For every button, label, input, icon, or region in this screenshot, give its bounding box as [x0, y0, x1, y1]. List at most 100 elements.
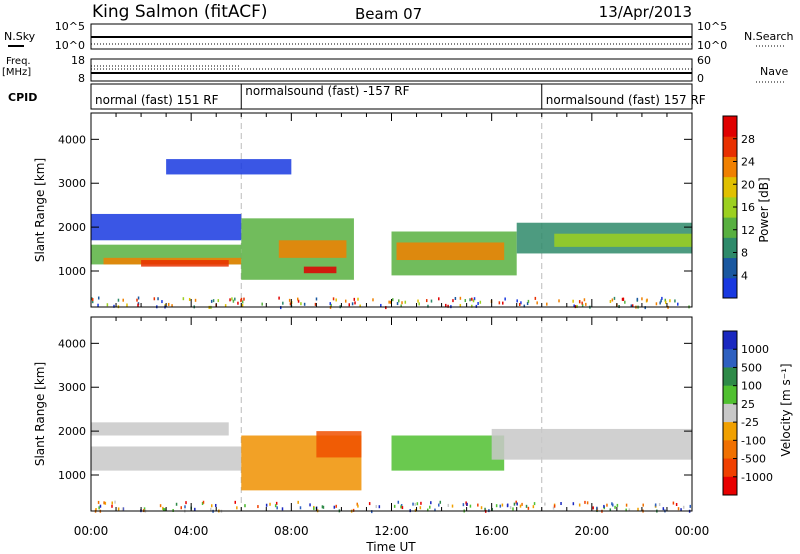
nave-label: Nave	[760, 65, 788, 78]
colorbar-swatch	[723, 476, 737, 496]
scatter-speck	[236, 506, 238, 510]
echo-region	[554, 233, 692, 247]
power-colorbar-label: Power [dB]	[757, 177, 771, 242]
scatter-speck	[459, 296, 462, 300]
colorbar-tick-label: 28	[741, 133, 755, 146]
scatter-speck	[243, 297, 245, 301]
scatter-speck	[91, 300, 94, 304]
date-title: 13/Apr/2013	[599, 3, 692, 21]
scatter-speck	[91, 298, 94, 302]
scatter-speck	[560, 502, 562, 506]
scatter-speck	[654, 503, 657, 507]
scatter-speck	[265, 503, 268, 507]
colorbar-swatch	[723, 331, 737, 350]
scatter-speck	[658, 503, 661, 507]
scatter-speck	[515, 500, 517, 504]
scatter-speck	[417, 299, 419, 303]
y-tick-label: 1000	[58, 469, 86, 482]
scatter-speck	[269, 502, 271, 506]
scatter-speck	[297, 299, 300, 303]
colorbar-tick-label: 12	[741, 224, 755, 237]
scatter-speck	[498, 301, 501, 305]
scatter-speck	[516, 502, 518, 506]
scatter-speck	[419, 506, 422, 510]
scatter-speck	[240, 297, 243, 301]
freq-tick-bottom: 8	[78, 72, 85, 85]
scatter-speck	[372, 298, 374, 302]
velocity-colorbar-label: Velocity [m s⁻¹]	[779, 363, 793, 456]
power-panel: 1000 2000 3000 4000 Slant Range [km] 4 8 12 16…	[33, 112, 771, 310]
scatter-speck	[121, 507, 124, 511]
scatter-speck	[194, 507, 196, 511]
scatter-speck	[412, 502, 414, 506]
cpid-panel: CPID normal (fast) 151 RF normalsound (fa…	[8, 83, 706, 110]
scatter-speck	[182, 297, 185, 301]
freq-unit-label: [MHz]	[2, 67, 31, 78]
y-tick-label: 3000	[58, 381, 86, 394]
scatter-speck	[553, 504, 556, 508]
velocity-y-axis: 1000 2000 3000 4000	[58, 317, 693, 511]
scatter-speck	[111, 501, 113, 505]
scatter-speck	[583, 298, 586, 302]
scatter-speck	[389, 300, 392, 304]
y-tick-label: 1000	[58, 265, 86, 278]
scatter-speck	[167, 302, 170, 306]
scatter-speck	[527, 506, 530, 510]
scatter-speck	[257, 505, 259, 509]
xlabel: Time UT	[365, 540, 416, 554]
scatter-speck	[622, 297, 625, 301]
scatter-speck	[188, 297, 191, 301]
scatter-speck	[180, 506, 182, 510]
nave-tick-top: 60	[697, 54, 711, 67]
power-ylabel: Slant Range [km]	[33, 158, 47, 262]
scatter-speck	[380, 303, 382, 307]
scatter-speck	[91, 297, 93, 301]
scatter-speck	[520, 301, 522, 305]
scatter-speck	[576, 304, 578, 308]
scatter-speck	[466, 502, 468, 506]
scatter-speck	[625, 508, 627, 512]
scatter-speck	[659, 301, 661, 305]
scatter-speck	[378, 505, 381, 509]
power-colorbar: 4 8 12 16 20 24 28	[722, 115, 755, 299]
scatter-speck	[674, 299, 676, 303]
scatter-speck	[117, 507, 120, 511]
colorbar-swatch	[723, 217, 737, 238]
scatter-speck	[397, 500, 400, 504]
scatter-speck	[353, 297, 356, 301]
scatter-speck	[185, 501, 187, 505]
colorbar-swatch	[723, 440, 737, 460]
scatter-speck	[546, 302, 548, 306]
scatter-speck	[278, 296, 280, 300]
scatter-speck	[660, 299, 662, 303]
scatter-speck	[348, 303, 351, 307]
scatter-speck	[477, 503, 479, 507]
scatter-speck	[675, 502, 678, 506]
scatter-speck	[430, 299, 433, 303]
echo-region	[91, 213, 242, 241]
velocity-data-layer	[91, 317, 692, 514]
scatter-speck	[122, 298, 124, 302]
scatter-speck	[477, 301, 479, 305]
scatter-speck	[526, 302, 529, 306]
scatter-speck	[281, 507, 284, 511]
scatter-speck	[637, 507, 639, 511]
scatter-speck	[677, 507, 680, 511]
scatter-speck	[502, 301, 504, 305]
scatter-speck	[212, 299, 215, 303]
scatter-speck	[159, 504, 162, 508]
scatter-speck	[469, 504, 472, 508]
scatter-speck	[210, 507, 212, 511]
scatter-speck	[581, 301, 583, 305]
scatter-speck	[392, 298, 394, 302]
scatter-speck	[689, 504, 692, 508]
scatter-speck	[621, 297, 624, 301]
scatter-speck	[95, 507, 97, 511]
scatter-speck	[357, 504, 359, 508]
scatter-speck	[97, 500, 100, 504]
scatter-speck	[451, 504, 454, 508]
colorbar-tick-label: 16	[741, 201, 755, 214]
echo-region	[303, 266, 337, 274]
colorbar-tick-label: -25	[741, 416, 759, 429]
